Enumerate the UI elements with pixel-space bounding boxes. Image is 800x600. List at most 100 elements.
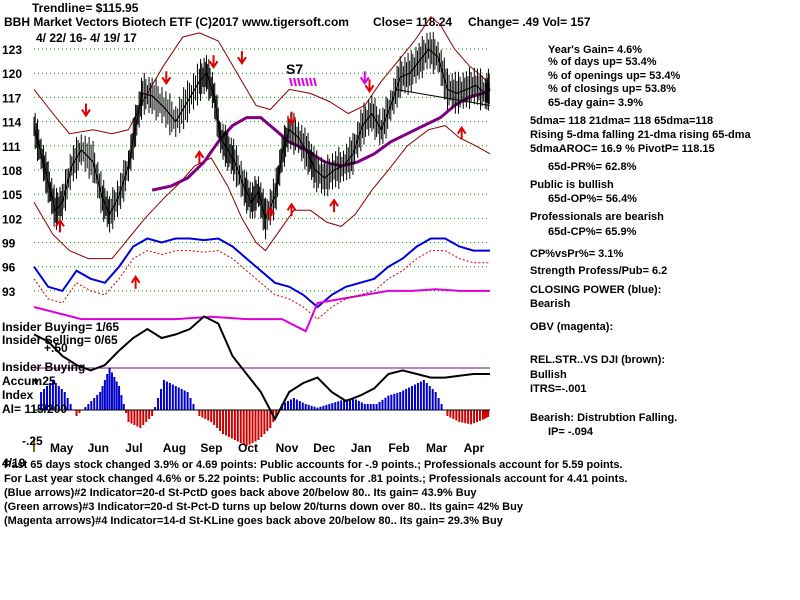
stat-line: Year's Gain= 4.6% [548,44,642,56]
stats-panel: Year's Gain= 4.6%% of days up= 53.4% % of… [530,44,752,438]
footer-line: (Magenta arrows)#4 Indicator=14-d St-KLi… [4,515,504,527]
red-down-arrow [364,79,375,94]
red-up-arrow [329,198,339,213]
red-down-arrow-head [286,117,297,126]
red-down-arrow-head [364,84,375,94]
y-tick-117: 117 [2,91,22,105]
plus25-label: +.25 [32,374,56,388]
signal-arrows [55,51,467,289]
magenta-down-arrow [359,71,370,86]
red-up-arrow [130,274,141,289]
stat-line: 65d-CP%= 65.9% [548,226,637,238]
red-down-arrow-head [208,60,219,69]
stat-line: % of days up= 53.4% [548,56,657,68]
s7-marker-tick [297,77,301,87]
stat-line: 5dmaAROC= 16.9 % PivotP= 118.15 [530,143,715,155]
stat-line: Strength Profess/Pub= 6.2 [530,265,667,277]
stat-line: IP= -.094 [548,426,594,438]
rel-strength-line [33,315,490,422]
month-label-jan: Jan [351,441,372,455]
red-up-arrow-head [456,125,467,135]
obv-line [33,288,490,333]
lower-band-line [33,125,491,260]
red-up-arrow [265,206,276,221]
minus25-label: -.25 [22,434,43,448]
stat-line: Bearish [530,298,571,310]
stat-line: % of closings up= 53.8% [548,83,676,95]
red-down-arrow [161,71,172,86]
stat-line: 65d-OP%= 56.4% [548,193,637,205]
month-label-dec: Dec [313,441,335,455]
red-down-arrow [286,111,297,126]
s7-marker-tick [309,77,313,87]
chart-title: BBH Market Vectors Biotech ETF (C)2017 w… [4,15,349,29]
red-up-arrow [456,125,467,140]
footer-line: Past 65 days stock changed 3.9% or 4.69 … [4,459,623,471]
y-tick-96: 96 [2,261,16,275]
y-tick-114: 114 [2,116,22,130]
accum-label: Accum [2,374,42,388]
month-label-apr: Apr [464,441,485,455]
insider-buying-label: Insider Buying= 1/65 [2,320,119,334]
stat-line: ITRS=-.001 [530,383,587,395]
stat-line: CLOSING POWER (blue): [530,284,661,296]
red-down-arrow-head [237,56,247,65]
red-up-arrow-head [55,218,65,227]
stat-line: Professionals are bearish [530,211,664,223]
stat-line: Rising 5-dma falling 21-dma rising 65-dm… [530,129,752,141]
stat-line: % of openings up= 53.4% [548,70,681,82]
stat-line: 65-day gain= 3.9% [548,97,643,109]
month-label-aug: Aug [163,441,186,455]
footer-notes: Past 65 days stock changed 3.9% or 4.69 … [4,459,628,527]
month-label-may: May [50,441,74,455]
footer-line: For Last year stock changed 4.6% or 5.22… [4,473,628,485]
footer-line: (Blue arrows)#2 Indicator=20-d St-PctD g… [4,487,477,499]
y-tick-111: 111 [2,140,21,154]
last-date-label: 4/19 [2,456,26,470]
index-label: Index [2,388,34,402]
y-tick-93: 93 [2,285,16,299]
month-label-oct: Oct [238,441,258,455]
date-range: 4/ 22/ 16- 4/ 19/ 17 [36,31,137,45]
stat-line: Bullish [530,369,567,381]
s7-marker-tick [289,77,293,87]
insider-selling-label: Insider Selling= 0/65 [2,333,118,347]
stat-line: 65d-PR%= 62.8% [548,161,637,173]
red-down-arrow [237,51,247,65]
red-down-arrow [208,55,219,69]
price-grid [34,48,490,292]
y-tick-123: 123 [2,43,22,57]
stat-line: Bearish: Distrubtion Falling. [530,412,677,424]
red-up-arrow-head [286,202,297,211]
month-label-jul: Jul [125,441,142,455]
y-tick-120: 120 [2,67,22,81]
close-value: Close= 118.24 [373,15,452,29]
red-down-arrow-head [81,108,91,118]
closing-power-line [33,237,490,309]
price-axis-labels: 93 96 99 102 105 108 111 114 117 120 123 [2,43,22,299]
s7-marker-tick [313,77,317,87]
y-tick-99: 99 [2,237,16,251]
red-up-arrow [55,218,65,233]
red-up-arrow [194,150,205,164]
red-up-arrow-head [265,206,276,215]
upper-band-line [33,16,491,135]
s7-marker-tick [305,77,309,87]
stat-line: REL.STR..VS DJI (brown): [530,354,665,366]
footer-line: (Green arrows)#3 Indicator=20-d St-Pct-D… [4,501,524,513]
trendline-label: Trendline= $115.95 [32,1,139,15]
ai-label: AI= 115/200 [2,402,67,416]
stat-line: Public is bullish [530,179,614,191]
s7-marker-tick [293,77,297,87]
red-up-arrow-head [329,198,339,207]
month-label-mar: Mar [426,441,448,455]
month-axis: May Jun Jul Aug Sep Oct Nov Dec Jan Feb Mar Apr [50,441,485,455]
red-down-arrow-head [161,76,172,86]
stat-line: 5dma= 118 21dma= 118 65dma=118 [530,115,713,127]
red-down-arrow [81,103,91,118]
y-tick-105: 105 [2,188,22,202]
change-value: Change= .49 Vol= 157 [468,15,591,29]
indicator-panel [33,315,490,452]
